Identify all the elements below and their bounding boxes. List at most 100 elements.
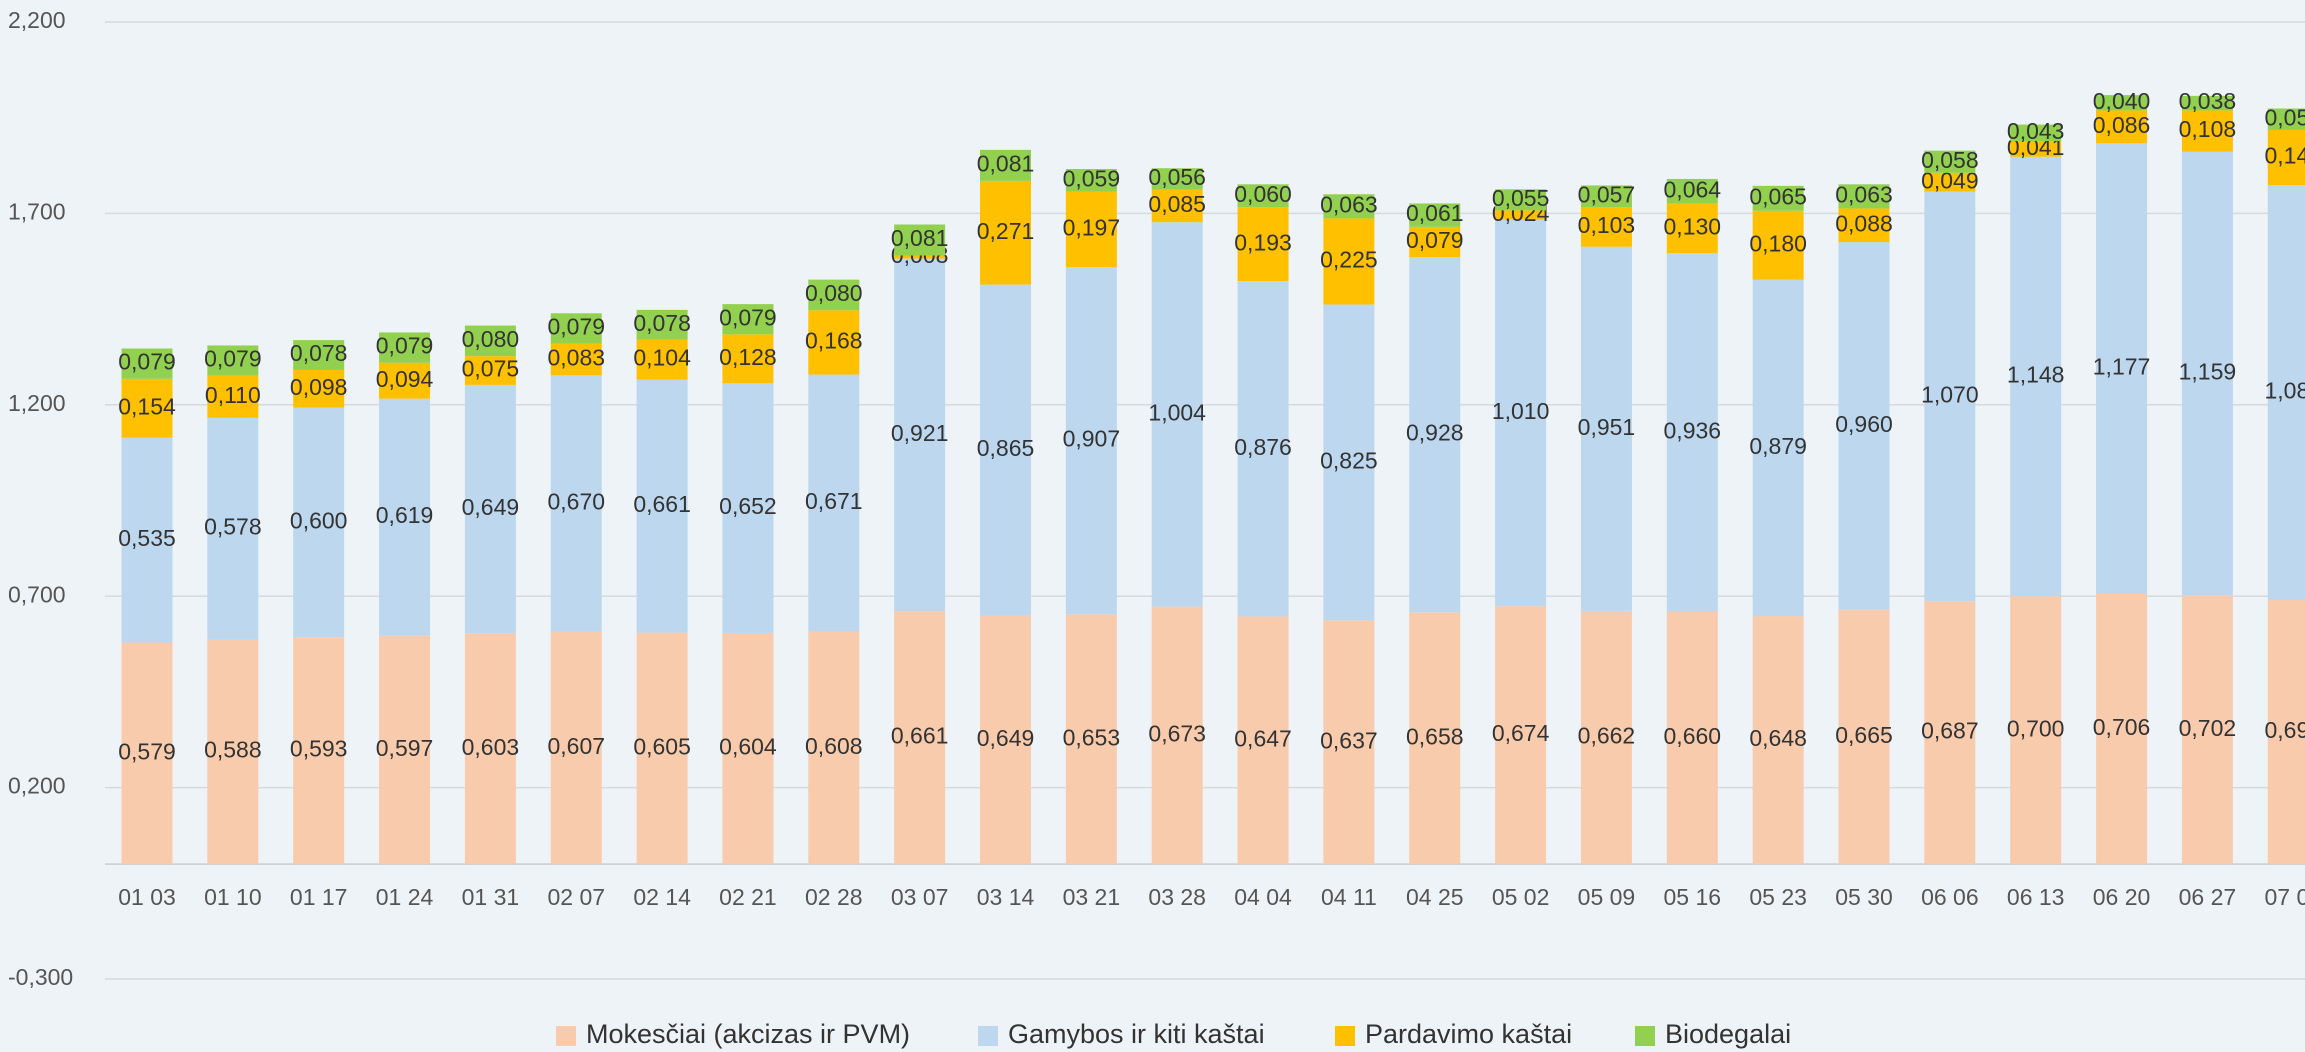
data-label: 0,065 [1749,183,1807,209]
data-label: 0,658 [1406,723,1464,749]
y-tick-label: 1,700 [8,198,66,224]
bar-segment [2096,143,2148,594]
bar-segment [379,332,431,363]
legend-swatch [556,1026,576,1046]
bar-segment [894,258,946,612]
data-label: 0,661 [891,723,949,749]
bar-segment [1924,601,1976,865]
bar-segment [808,631,860,865]
bar-segment [808,310,860,375]
data-label: 0,271 [977,218,1035,244]
data-label: 0,671 [805,488,863,514]
data-label: 0,535 [118,525,176,551]
bar-segment [980,149,1031,181]
bar-segment [1237,616,1289,865]
data-label: 0,921 [891,420,949,446]
data-label: 0,043 [2007,118,2065,144]
data-label: 0,094 [376,366,434,392]
bar-segment [2267,185,2305,601]
data-label: 0,079 [719,304,777,330]
bar-segment [2267,129,2305,186]
data-label: 0,951 [1578,414,1636,440]
data-label: 0,605 [633,733,691,759]
bar-segment [293,369,345,408]
bar-segment [379,398,431,636]
bar-segment [1151,189,1203,223]
data-label: 0,690 [2264,717,2305,743]
data-label: 0,673 [1148,720,1206,746]
bar-segment [207,345,259,376]
axis: -0,300 0,200 0,700 1,200 1,700 2,200 01 03 01 1… [8,7,2305,990]
bar-segment [1323,218,1375,305]
bar-segment [722,632,774,865]
data-label: 0,108 [2179,116,2237,142]
bar-segment [2010,156,2062,597]
bar-segment [1237,281,1289,617]
bar-segment [550,343,602,376]
data-label: 0,086 [2093,112,2151,138]
x-tick-label: 06 20 [2093,884,2151,910]
legend-swatch [1335,1026,1355,1046]
bar-segment [121,348,173,379]
data-label: 0,578 [204,514,262,540]
data-label: 0,058 [1921,147,1979,173]
data-label: 0,061 [1406,200,1464,226]
bar-segment [464,633,516,865]
x-tick-label: 02 28 [805,884,863,910]
bar-segment [1666,178,1718,204]
bar-segment [1924,191,1976,602]
bar-segment [1924,150,1976,173]
data-label: 0,197 [1063,214,1121,240]
data-label: 0,936 [1664,417,1722,443]
data-label: 0,876 [1234,434,1292,460]
data-label: 0,670 [547,489,605,515]
bar-segment [722,304,774,335]
data-label: 0,056 [2264,104,2305,130]
y-tick-label: -0,300 [8,964,73,990]
data-label: 0,597 [376,735,434,761]
x-tick-label: 06 06 [1921,884,1979,910]
data-label: 1,004 [1148,399,1206,425]
x-tick-label: 05 23 [1749,884,1807,910]
bar-segment [1151,606,1203,865]
bar-segment [121,378,173,438]
x-tick-label: 03 14 [977,884,1035,910]
data-label: 0,080 [462,326,520,352]
x-tick-label: 06 13 [2007,884,2065,910]
data-label: 0,647 [1234,725,1292,751]
data-label: 0,608 [805,733,863,759]
data-label: 0,907 [1063,426,1121,452]
bar-segment [293,407,345,638]
x-tick-label: 07 04 [2264,884,2305,910]
x-tick-label: 04 11 [1321,884,1377,910]
bar-segment [980,284,1031,616]
data-label: 0,128 [719,344,777,370]
bar-segment [1323,620,1375,865]
data-label: 0,144 [2264,143,2305,169]
bar-segment [1838,184,1890,209]
data-label: 0,104 [633,345,691,371]
data-label: 0,687 [1921,718,1979,744]
data-label: 0,193 [1234,229,1292,255]
bar-segment [636,339,688,380]
x-tick-label: 03 07 [891,884,949,910]
bar-segment [722,383,774,633]
data-label: 0,154 [118,393,176,419]
data-label: 0,085 [1148,191,1206,217]
bar-segment [464,325,516,357]
bar-segment [2267,108,2305,130]
bar-segment [1752,616,1804,865]
x-tick-label: 01 10 [204,884,262,910]
data-label: 0,080 [805,280,863,306]
bar-segment [1924,172,1976,192]
bar-segment [1580,185,1632,208]
data-label: 0,702 [2179,715,2237,741]
bar-segment [1752,279,1804,617]
data-label: 0,660 [1664,723,1722,749]
data-label: 0,059 [1063,165,1121,191]
legend-label: Biodegalai [1665,1019,1791,1049]
data-label: 0,103 [1578,212,1636,238]
bar-segment [379,362,431,399]
bar-segment [121,642,173,865]
data-label: 0,604 [719,734,777,760]
